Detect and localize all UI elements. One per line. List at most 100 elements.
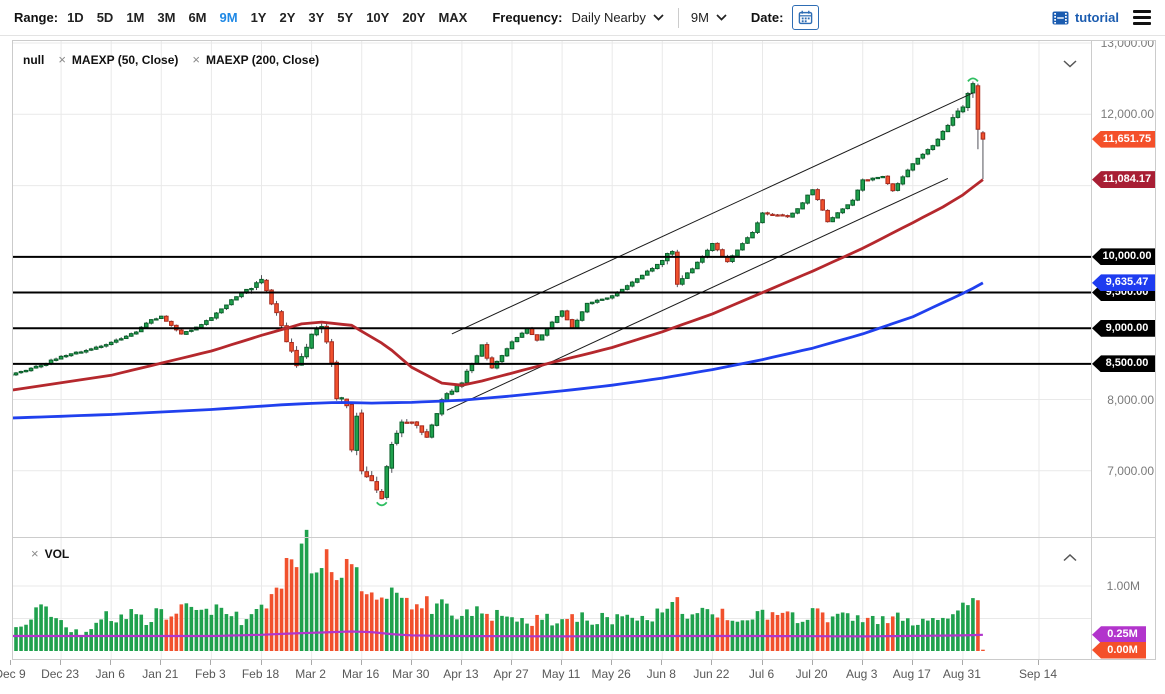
candle bbox=[474, 355, 480, 364]
trend-channel-lower[interactable] bbox=[446, 178, 949, 411]
volume-ma-line bbox=[13, 630, 983, 638]
time-axis-label: Mar 2 bbox=[295, 667, 326, 681]
ma50-value-badge: 11,084.17 bbox=[1092, 171, 1155, 189]
volume-bar bbox=[84, 631, 88, 651]
candle bbox=[975, 85, 981, 130]
candle bbox=[509, 341, 515, 350]
range-option-3m[interactable]: 3M bbox=[157, 10, 176, 25]
volume-bar bbox=[364, 594, 369, 651]
candle bbox=[123, 335, 129, 340]
chevron-down-icon bbox=[653, 14, 664, 21]
date-picker-button[interactable] bbox=[792, 5, 820, 30]
candle bbox=[720, 249, 725, 257]
candle bbox=[539, 334, 545, 341]
volume-bar bbox=[309, 573, 314, 651]
candle bbox=[98, 345, 104, 348]
volume-bar bbox=[770, 612, 775, 651]
candle bbox=[785, 215, 790, 218]
frequency-dropdown[interactable]: Daily Nearby bbox=[571, 10, 664, 25]
range-option-20y[interactable]: 20Y bbox=[402, 10, 426, 25]
volume-bar bbox=[495, 609, 499, 651]
trend-channel-upper[interactable] bbox=[451, 92, 974, 335]
range-option-9m[interactable]: 9M bbox=[219, 10, 238, 25]
candle bbox=[83, 349, 89, 353]
range-option-2y[interactable]: 2Y bbox=[279, 10, 296, 25]
toolbar-separator bbox=[677, 7, 679, 28]
volume-bar bbox=[24, 624, 28, 651]
volume-bar bbox=[374, 599, 379, 651]
candle bbox=[309, 333, 314, 349]
volume-bar bbox=[184, 603, 189, 651]
candle bbox=[464, 370, 470, 384]
remove-study-icon[interactable]: × bbox=[192, 52, 200, 67]
study-label: null bbox=[23, 52, 45, 67]
range-option-5y[interactable]: 5Y bbox=[337, 10, 354, 25]
support-level-badge: 9,000.00 bbox=[1092, 319, 1155, 337]
volume-bar bbox=[630, 617, 635, 651]
candle bbox=[189, 329, 194, 332]
time-axis-label: Dec 23 bbox=[41, 667, 80, 681]
volume-bar bbox=[284, 557, 289, 651]
period-dropdown[interactable]: 9M bbox=[691, 10, 727, 25]
volume-bar bbox=[209, 614, 214, 651]
volume-bar bbox=[981, 649, 985, 651]
candle bbox=[740, 243, 745, 251]
volume-bar bbox=[389, 587, 394, 651]
time-axis-tick bbox=[961, 660, 963, 665]
volume-bar bbox=[420, 608, 424, 651]
tutorial-link[interactable]: tutorial bbox=[1052, 10, 1119, 25]
range-option-1y[interactable]: 1Y bbox=[250, 10, 267, 25]
collapse-main-panel-button[interactable] bbox=[1063, 55, 1077, 73]
collapse-volume-panel-button[interactable] bbox=[1063, 549, 1077, 567]
candle bbox=[68, 353, 74, 357]
price-chart-svg bbox=[13, 41, 1091, 659]
volume-bar bbox=[344, 558, 349, 651]
volume-bar bbox=[394, 592, 399, 651]
support-level-badge: 10,000.00 bbox=[1092, 248, 1155, 266]
candle bbox=[710, 243, 715, 252]
volume-bar bbox=[435, 603, 439, 651]
volume-bar bbox=[775, 614, 780, 651]
volume-bar bbox=[570, 614, 574, 651]
time-axis-tick bbox=[10, 660, 11, 665]
volume-bar bbox=[269, 594, 274, 651]
time-axis-tick bbox=[661, 660, 663, 665]
range-option-1m[interactable]: 1M bbox=[126, 10, 145, 25]
volume-bar bbox=[159, 609, 164, 651]
range-option-3y[interactable]: 3Y bbox=[308, 10, 325, 25]
range-option-6m[interactable]: 6M bbox=[188, 10, 207, 25]
range-option-10y[interactable]: 10Y bbox=[366, 10, 390, 25]
menu-button[interactable] bbox=[1133, 10, 1151, 25]
volume-bar bbox=[620, 616, 625, 651]
candle bbox=[544, 328, 550, 336]
candle bbox=[940, 130, 946, 140]
volume-bar bbox=[349, 564, 354, 651]
range-option-5d[interactable]: 5D bbox=[96, 10, 114, 25]
volume-bar bbox=[705, 609, 710, 651]
study-label: MAEXP (200, Close) bbox=[206, 52, 320, 67]
candle bbox=[148, 319, 154, 324]
candle bbox=[209, 317, 214, 321]
range-options: 1D 5D 1M 3M 6M 9M 1Y 2Y 3Y 5Y 10Y 20Y MAX bbox=[67, 10, 480, 25]
candle bbox=[609, 295, 615, 299]
volume-bar bbox=[369, 592, 374, 651]
range-option-max[interactable]: MAX bbox=[438, 10, 468, 25]
volume-bar bbox=[134, 614, 139, 651]
candle bbox=[219, 308, 224, 314]
remove-study-icon[interactable]: × bbox=[58, 52, 66, 67]
volume-bar bbox=[204, 608, 209, 651]
range-option-1d[interactable]: 1D bbox=[67, 10, 84, 25]
remove-study-icon[interactable]: × bbox=[31, 546, 39, 561]
chevron-up-icon bbox=[1063, 553, 1077, 562]
volume-bar bbox=[976, 600, 980, 651]
candle bbox=[414, 421, 420, 426]
volume-bar bbox=[224, 614, 229, 651]
panel-divider bbox=[13, 537, 1155, 538]
volume-bar bbox=[304, 529, 309, 651]
volume-bar bbox=[410, 609, 414, 651]
candle bbox=[199, 324, 204, 328]
volume-bar bbox=[655, 608, 660, 651]
candle bbox=[685, 272, 690, 279]
candle bbox=[594, 299, 600, 303]
volume-bar bbox=[610, 624, 614, 651]
